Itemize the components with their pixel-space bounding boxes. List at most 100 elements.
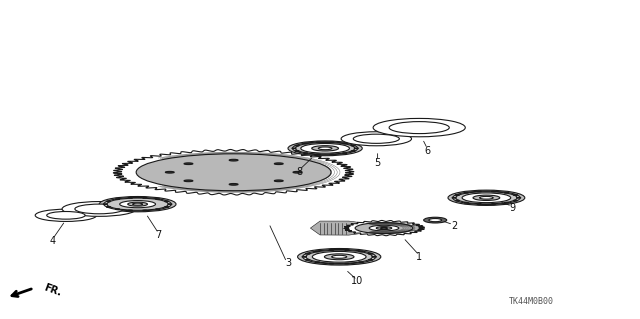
Ellipse shape: [295, 145, 299, 146]
Ellipse shape: [303, 143, 308, 144]
Ellipse shape: [305, 253, 310, 254]
Ellipse shape: [462, 193, 511, 203]
Ellipse shape: [504, 202, 509, 203]
Ellipse shape: [35, 209, 97, 221]
Ellipse shape: [345, 249, 349, 250]
Ellipse shape: [369, 225, 399, 231]
Ellipse shape: [351, 151, 355, 152]
Ellipse shape: [355, 148, 358, 149]
Ellipse shape: [448, 190, 525, 205]
Ellipse shape: [106, 201, 111, 202]
Ellipse shape: [424, 217, 447, 223]
Ellipse shape: [345, 263, 349, 264]
Ellipse shape: [455, 200, 460, 201]
Ellipse shape: [175, 161, 292, 183]
Ellipse shape: [143, 197, 147, 198]
Ellipse shape: [107, 198, 168, 210]
Ellipse shape: [216, 169, 252, 176]
Ellipse shape: [148, 156, 319, 189]
Polygon shape: [389, 224, 419, 232]
Ellipse shape: [329, 263, 333, 264]
Ellipse shape: [75, 204, 124, 214]
Ellipse shape: [492, 191, 496, 192]
Ellipse shape: [293, 171, 302, 173]
Ellipse shape: [342, 143, 347, 144]
Ellipse shape: [504, 192, 509, 193]
Ellipse shape: [373, 118, 465, 137]
Ellipse shape: [351, 145, 355, 146]
Text: 9: 9: [509, 203, 515, 213]
Ellipse shape: [372, 256, 376, 257]
Ellipse shape: [115, 199, 120, 200]
Ellipse shape: [330, 154, 334, 155]
Text: 8: 8: [296, 167, 303, 177]
Ellipse shape: [429, 219, 442, 222]
Ellipse shape: [301, 144, 349, 153]
Ellipse shape: [315, 251, 320, 252]
Ellipse shape: [47, 211, 85, 219]
Polygon shape: [310, 221, 378, 235]
Ellipse shape: [189, 164, 278, 181]
Ellipse shape: [312, 146, 339, 151]
Ellipse shape: [455, 195, 460, 196]
Ellipse shape: [473, 195, 500, 200]
Ellipse shape: [298, 249, 381, 265]
Ellipse shape: [464, 202, 468, 203]
Ellipse shape: [355, 223, 413, 234]
Ellipse shape: [358, 262, 364, 263]
Ellipse shape: [106, 206, 111, 207]
Ellipse shape: [164, 201, 169, 202]
Ellipse shape: [229, 159, 238, 161]
Ellipse shape: [330, 142, 334, 143]
Ellipse shape: [452, 191, 520, 204]
Text: 3: 3: [285, 258, 291, 268]
Ellipse shape: [358, 251, 364, 252]
Ellipse shape: [99, 197, 176, 212]
Ellipse shape: [369, 259, 373, 260]
Ellipse shape: [513, 195, 518, 196]
Ellipse shape: [315, 262, 320, 263]
Ellipse shape: [303, 153, 308, 154]
Text: 2: 2: [451, 221, 458, 232]
Text: 10: 10: [351, 276, 364, 286]
Ellipse shape: [516, 197, 521, 198]
Ellipse shape: [452, 197, 456, 198]
Ellipse shape: [288, 141, 362, 156]
Ellipse shape: [295, 151, 299, 152]
Ellipse shape: [316, 154, 320, 155]
Ellipse shape: [104, 197, 172, 211]
Ellipse shape: [312, 251, 366, 262]
Text: FR.: FR.: [42, 283, 63, 298]
Ellipse shape: [369, 253, 373, 254]
Ellipse shape: [275, 163, 284, 165]
Ellipse shape: [161, 159, 307, 186]
Text: 7: 7: [156, 230, 162, 241]
Ellipse shape: [305, 259, 310, 260]
Text: TK44M0B00: TK44M0B00: [509, 297, 554, 306]
Text: 1: 1: [416, 252, 422, 262]
Ellipse shape: [513, 200, 518, 201]
Ellipse shape: [164, 206, 169, 207]
Ellipse shape: [316, 142, 320, 143]
Polygon shape: [419, 226, 424, 230]
Text: 4: 4: [49, 236, 56, 246]
Ellipse shape: [296, 142, 355, 154]
Ellipse shape: [477, 191, 481, 192]
Ellipse shape: [156, 209, 160, 210]
Ellipse shape: [464, 192, 468, 193]
Polygon shape: [113, 150, 354, 195]
Ellipse shape: [376, 226, 392, 230]
Ellipse shape: [128, 197, 132, 198]
Ellipse shape: [184, 163, 193, 165]
Ellipse shape: [62, 202, 136, 216]
Ellipse shape: [115, 209, 120, 210]
Ellipse shape: [479, 197, 493, 199]
Ellipse shape: [184, 180, 193, 182]
Ellipse shape: [156, 199, 160, 200]
Ellipse shape: [275, 180, 284, 182]
Ellipse shape: [342, 153, 347, 154]
Text: 6: 6: [424, 145, 431, 156]
Ellipse shape: [456, 192, 517, 204]
Ellipse shape: [143, 210, 147, 211]
Text: 5: 5: [374, 158, 381, 168]
